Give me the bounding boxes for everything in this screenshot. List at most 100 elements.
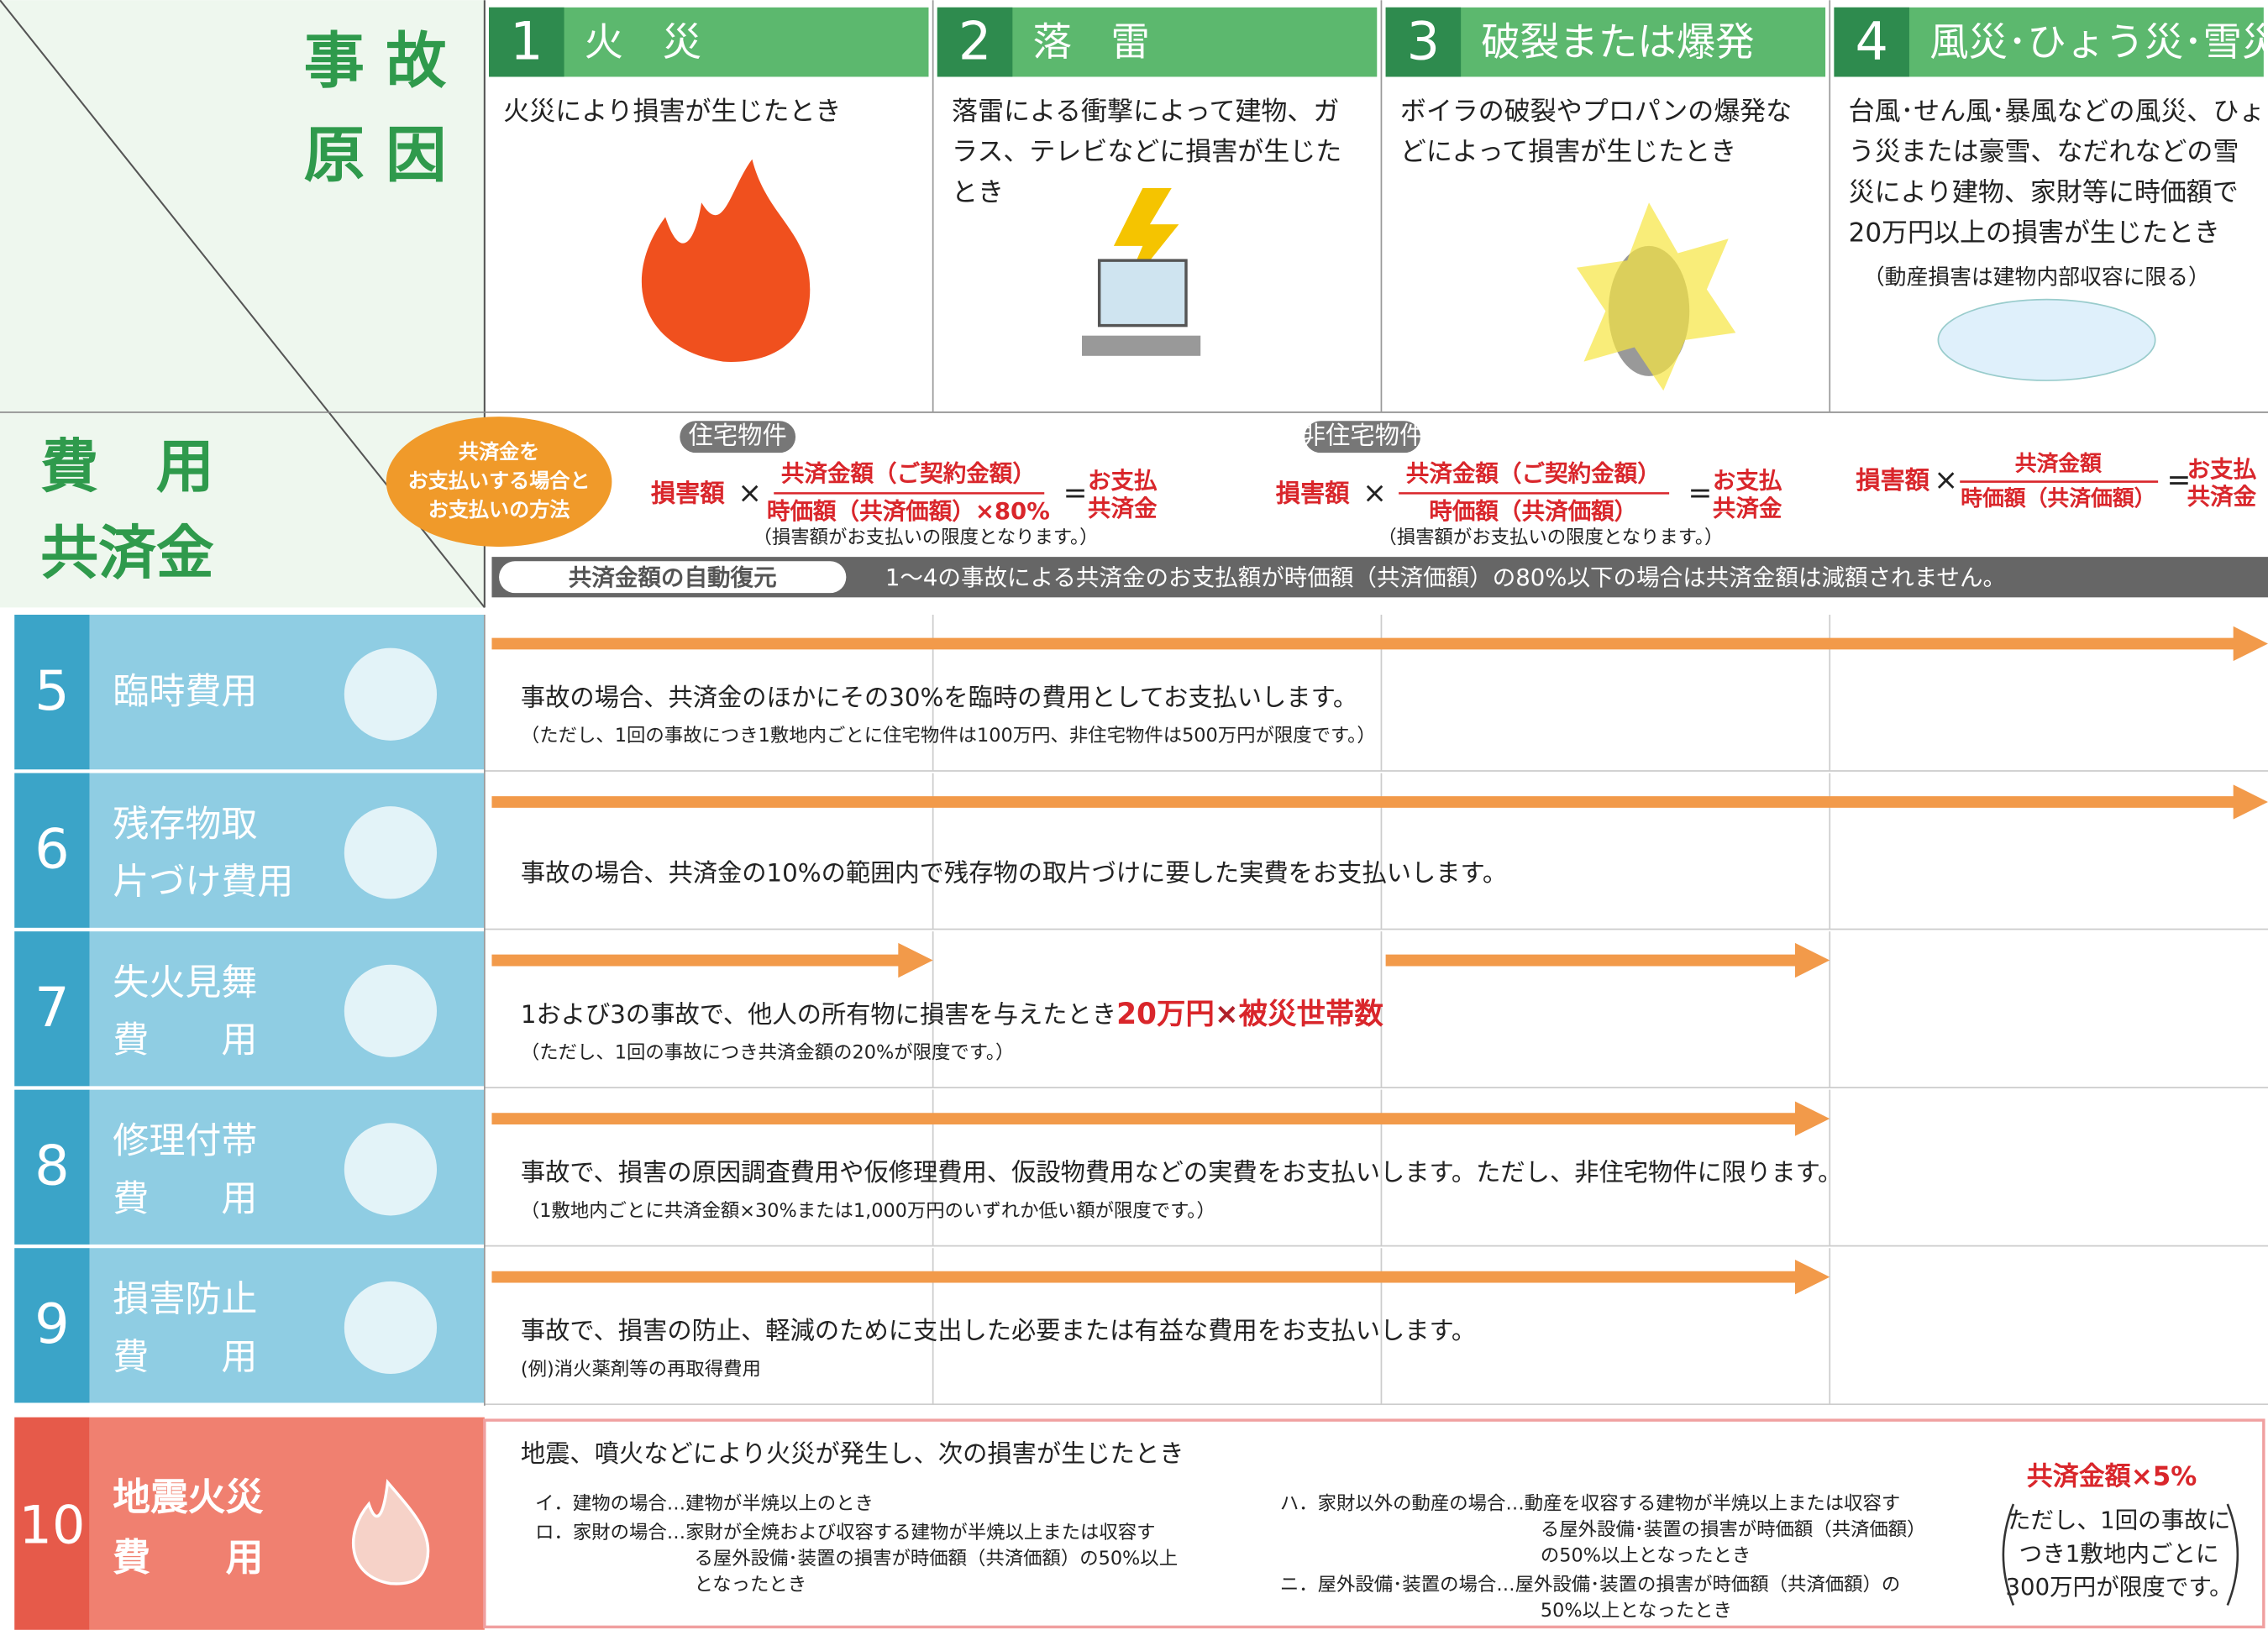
- formula-operator: =: [1063, 477, 1088, 511]
- formula-result: お支払: [1713, 468, 1782, 495]
- cause-note: （動産損害は建物内部収容に限る）: [1863, 265, 2210, 290]
- expense-icon: [344, 1123, 438, 1216]
- earthquake-number-bg: [14, 1417, 90, 1630]
- formula-label-bg: [1305, 421, 1420, 453]
- earthquake-name: 地震火災: [113, 1475, 263, 1519]
- expense-name: 費 用: [113, 1178, 257, 1220]
- formula-result: 共済金: [1088, 495, 1158, 521]
- payment-badge: [386, 417, 612, 548]
- formula-note: （損害額がお支払いの限度となります。）: [1378, 527, 1723, 548]
- corner-title: 費 用: [40, 433, 214, 501]
- expense-description: 事故の場合、共済金の10%の範囲内で残存物の取片づけに要した実費をお支払いします…: [521, 859, 1507, 888]
- corner-title: 共済金: [40, 520, 214, 587]
- expense-number-bg: [14, 773, 90, 928]
- cause-title: 破裂または爆発: [1481, 19, 1754, 65]
- badge-text: お支払いする場合と: [408, 469, 591, 493]
- arrow-head: [2233, 626, 2268, 662]
- arrow-head: [898, 942, 933, 978]
- earthquake-item: の50%以上となったとき: [1541, 1544, 1751, 1566]
- bracket-left: [2002, 1503, 2015, 1606]
- auto-restore-text: 1～4の事故による共済金のお支払額が時価額（共済価額）の80%以下の場合は共済金…: [885, 564, 2006, 591]
- formula-denominator: 時価額（共済価額）: [1961, 486, 2155, 511]
- expense-icon: [344, 647, 438, 741]
- explosion-illustration: [1576, 202, 1736, 391]
- description-part: ×: [1215, 997, 1239, 1030]
- expense-number: 5: [34, 659, 70, 723]
- expense-icon: [344, 1281, 438, 1375]
- flame-icon: [351, 1479, 430, 1585]
- earthquake-body: [483, 1418, 2265, 1629]
- badge-text: 共済金を: [459, 440, 539, 464]
- cause-number: 1: [510, 11, 543, 72]
- expense-number-bg: [14, 1248, 90, 1403]
- arrow-head: [1794, 1259, 1830, 1295]
- tv-illustration: [1097, 259, 1188, 328]
- expense-name: 費 用: [113, 1336, 257, 1378]
- bracket-right: [2226, 1503, 2239, 1606]
- formula-damage: 損害額: [651, 480, 726, 508]
- formula-label: 非住宅物件: [1301, 422, 1424, 450]
- formula-damage: 損害額: [1276, 480, 1351, 508]
- earthquake-limit: 300万円が限度です。: [2006, 1574, 2233, 1601]
- earthquake-number: 10: [19, 1494, 86, 1555]
- formula-denominator: 時価額（共済価額）×80%: [767, 498, 1050, 525]
- arrow-head: [2233, 784, 2268, 820]
- expense-name: 失火見舞: [113, 962, 257, 1004]
- expense-note: (例)消火薬剤等の再取得費用: [521, 1358, 761, 1380]
- formula-result: お支払: [1088, 468, 1158, 495]
- earthquake-item: イ．建物の場合…建物が半焼以上のとき: [535, 1493, 874, 1515]
- cause-title: 火 災: [585, 19, 701, 65]
- formula-label: 住宅物件: [689, 422, 787, 450]
- earthquake-item: ニ．屋外設備･装置の場合…屋外設備･装置の損害が時価額（共済価額）の: [1280, 1574, 1900, 1596]
- expense-note: （1敷地内ごとに共済金額×30%または1,000万円のいずれか低い額が限度です。…: [521, 1200, 1215, 1222]
- arrow-head: [1794, 942, 1830, 978]
- formula-numerator: 共済金額: [2015, 451, 2102, 476]
- earthquake-item: 50%以上となったとき: [1541, 1600, 1732, 1622]
- formula-note: （損害額がお支払いの限度となります。）: [753, 527, 1099, 548]
- cause-description: どによって損害が生じたとき: [1400, 137, 1736, 167]
- formula-operator: =: [1688, 477, 1713, 511]
- expense-name: 費 用: [113, 1019, 257, 1061]
- snow-illustration: [1937, 298, 2156, 381]
- expense-note: （ただし、1回の事故につき共済金額の20%が限度です。）: [521, 1041, 1015, 1063]
- expense-description: 1および3の事故で、他人の所有物に損害を与えたとき20万円×被災世帯数: [521, 997, 1383, 1030]
- corner-title: 原 因: [304, 121, 447, 191]
- cause-description: ラス、テレビなどに損害が生じた: [952, 137, 1341, 167]
- formula-result: 共済金: [1713, 495, 1782, 521]
- expense-number-bg: [14, 615, 90, 770]
- cause-description: とき: [952, 177, 1004, 207]
- expense-name: 臨時費用: [113, 671, 257, 713]
- cause-description: ボイラの破裂やプロパンの爆発な: [1400, 97, 1792, 127]
- expense-description: 事故で、損害の原因調査費用や仮修理費用、仮設物費用などの実費をお支払いします。た…: [521, 1158, 1842, 1187]
- cause-number-box: [1834, 7, 1909, 77]
- formula-operator: =: [2166, 464, 2191, 497]
- cause-number-box: [1385, 7, 1462, 77]
- auto-restore-label-bg: [499, 561, 847, 594]
- cause-title: 落 雷: [1032, 19, 1149, 65]
- badge-text: お支払いの方法: [428, 498, 570, 521]
- formula-damage: 損害額: [1856, 466, 1930, 495]
- cause-number: 4: [1855, 11, 1887, 72]
- cause-description: 台風･せん風･暴風などの風災、ひょ: [1849, 97, 2265, 127]
- lightning-illustration: [1113, 188, 1179, 297]
- formula-numerator: 共済金額（ご契約金額）: [781, 460, 1036, 487]
- expense-number: 9: [34, 1292, 70, 1356]
- expense-name: 損害防止: [113, 1278, 257, 1320]
- cause-number: 3: [1407, 11, 1440, 72]
- earthquake-name: 費 用: [113, 1535, 263, 1580]
- expense-name: 修理付帯: [113, 1120, 257, 1162]
- cause-description: 20万円以上の損害が生じたとき: [1849, 218, 2220, 249]
- cause-description: 落雷による衝撃によって建物、ガ: [952, 97, 1339, 127]
- expense-number: 8: [34, 1134, 70, 1198]
- fire-illustration: [641, 159, 811, 362]
- expense-name: 残存物取: [113, 804, 257, 846]
- expense-icon: [344, 964, 438, 1057]
- cause-number: 2: [958, 11, 991, 72]
- cause-description: う災または豪雪、なだれなどの雪: [1849, 137, 2239, 167]
- earthquake-limit: ただし、1回の事故に: [2008, 1507, 2230, 1534]
- cause-description: 火災により損害が生じたとき: [503, 97, 841, 127]
- formula-operator: ×: [1362, 477, 1387, 511]
- expense-description: 事故の場合、共済金のほかにその30%を臨時の費用としてお支払いします。: [521, 683, 1357, 711]
- earthquake-item: る屋外設備･装置の損害が時価額（共済価額）: [1541, 1518, 1926, 1540]
